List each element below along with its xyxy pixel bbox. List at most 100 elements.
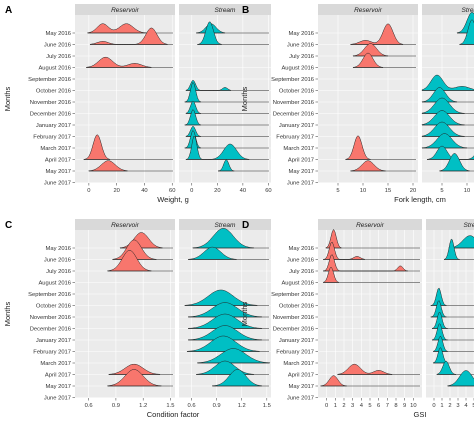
facet-label: Stream xyxy=(464,222,474,229)
facet-label: Stream xyxy=(462,7,474,14)
y-axis-title: Months xyxy=(3,86,12,111)
x-tick-label: 1.5 xyxy=(263,403,271,409)
month-tick-label: July 2016 xyxy=(46,54,71,60)
month-tick-label: March 2017 xyxy=(283,361,314,367)
facet-label: Reservoir xyxy=(111,222,140,229)
facet-label: Reservoir xyxy=(354,7,383,14)
x-tick-label: 1.2 xyxy=(139,403,147,409)
density-ridge xyxy=(352,43,389,57)
month-tick-label: September 2016 xyxy=(271,292,314,298)
month-tick-label: January 2017 xyxy=(279,338,314,344)
panel-b: B Months May 2016 June 2016 July 2016 August … xyxy=(240,4,474,204)
x-tick-label: 5 xyxy=(368,403,371,409)
month-tick-label: September 2016 xyxy=(271,77,314,83)
x-tick-label: 1.2 xyxy=(238,403,246,409)
x-tick-label: 0 xyxy=(190,188,193,194)
facet-strip xyxy=(318,4,418,15)
x-tick-label: 10 xyxy=(464,188,470,194)
facet-label: Stream xyxy=(215,222,237,229)
month-tick-label: August 2016 xyxy=(38,66,71,72)
density-ridge xyxy=(107,369,162,387)
x-tick-label: 0.6 xyxy=(85,403,93,409)
facet-strip xyxy=(179,219,271,230)
x-tick-label: 10 xyxy=(360,188,366,194)
x-tick-label: 4 xyxy=(464,403,468,409)
month-tick-label: June 2017 xyxy=(44,181,71,187)
x-tick-label: 1 xyxy=(334,403,337,409)
x-tick-label: 20 xyxy=(214,188,220,194)
density-ridge xyxy=(436,360,457,375)
month-tick-label: November 2016 xyxy=(273,315,314,321)
month-tick-label: December 2016 xyxy=(30,327,71,333)
panel-label: D xyxy=(242,220,249,231)
facet-label: Stream xyxy=(215,7,237,14)
month-tick-label: February 2017 xyxy=(33,350,71,356)
x-tick-label: 1.5 xyxy=(166,403,174,409)
density-ridge xyxy=(187,246,237,260)
x-axis-title: Weight, g xyxy=(157,195,189,204)
facet-label: Reservoir xyxy=(111,7,140,14)
density-ridge xyxy=(87,23,147,34)
density-ridge xyxy=(421,87,458,103)
density-ridge xyxy=(197,21,222,45)
density-ridge xyxy=(345,135,371,160)
density-ridge xyxy=(186,335,260,352)
panel-d: D Months May 2016 June 2016 July 2016 August … xyxy=(240,219,474,419)
density-ridge xyxy=(352,52,384,68)
month-tick-label: June 2016 xyxy=(287,258,314,264)
month-tick-label: July 2016 xyxy=(46,269,71,275)
month-tick-label: June 2016 xyxy=(44,43,71,49)
density-ridge xyxy=(112,239,157,260)
x-tick-label: 0.6 xyxy=(188,403,196,409)
month-tick-label: July 2016 xyxy=(289,54,314,60)
month-tick-label: November 2016 xyxy=(30,315,71,321)
month-tick-label: December 2016 xyxy=(273,112,314,118)
x-tick-label: 20 xyxy=(410,188,416,194)
month-tick-label: March 2017 xyxy=(283,146,314,152)
month-tick-label: May 2016 xyxy=(289,246,314,252)
x-tick-label: 40 xyxy=(141,188,147,194)
month-tick-label: May 2016 xyxy=(46,31,71,37)
x-tick-label: 9 xyxy=(403,403,406,409)
month-tick-label: November 2016 xyxy=(273,100,314,106)
facet-strip xyxy=(422,4,474,15)
month-tick-label: March 2017 xyxy=(40,361,71,367)
density-ridge xyxy=(350,160,386,172)
facet-strip xyxy=(426,219,474,230)
facet-strip xyxy=(75,219,175,230)
density-ridge xyxy=(439,153,470,172)
density-ridge xyxy=(184,289,258,306)
density-ridge xyxy=(88,160,128,172)
density-ridge xyxy=(86,56,152,68)
y-axis-title: Months xyxy=(3,301,12,326)
month-tick-label: January 2017 xyxy=(36,338,71,344)
panel-label: C xyxy=(5,220,12,231)
density-ridge xyxy=(187,302,263,318)
month-tick-label: October 2016 xyxy=(279,89,314,95)
x-tick-label: 5 xyxy=(336,188,339,194)
month-tick-label: June 2017 xyxy=(287,396,314,402)
x-tick-label: 0 xyxy=(87,188,90,194)
density-ridge xyxy=(459,19,474,45)
density-ridge xyxy=(325,228,342,249)
density-ridge xyxy=(421,110,465,126)
x-axis-title: Condition factor xyxy=(147,410,200,419)
density-ridge xyxy=(197,348,271,364)
y-axis-title: Months xyxy=(240,301,249,326)
month-tick-label: February 2017 xyxy=(276,350,314,356)
panel-label: B xyxy=(242,5,249,16)
month-tick-label: March 2017 xyxy=(40,146,71,152)
month-tick-label: June 2017 xyxy=(44,396,71,402)
month-tick-label: October 2016 xyxy=(36,89,71,95)
density-ridge xyxy=(430,300,447,318)
x-tick-label: 0 xyxy=(432,403,435,409)
density-ridge xyxy=(337,363,393,375)
x-tick-label: 0.9 xyxy=(213,403,221,409)
x-tick-label: 5 xyxy=(440,188,443,194)
x-tick-label: 0.9 xyxy=(112,403,120,409)
density-ridge xyxy=(421,74,474,91)
month-tick-label: January 2017 xyxy=(279,123,314,129)
density-ridge xyxy=(320,375,347,387)
month-tick-label: June 2016 xyxy=(287,43,314,49)
